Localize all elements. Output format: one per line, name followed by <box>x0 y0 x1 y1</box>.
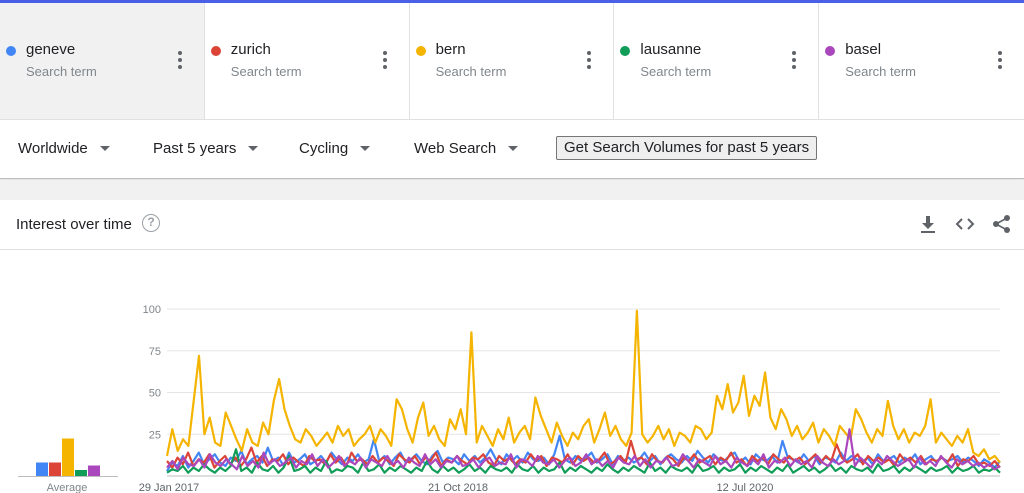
more-vert-icon[interactable] <box>587 51 592 69</box>
period-dropdown[interactable]: Past 5 years <box>153 140 259 157</box>
category-label: Cycling <box>299 140 349 157</box>
series-color-dot <box>210 46 221 56</box>
x-tick-label: 12 Jul 2020 <box>717 482 774 493</box>
period-label: Past 5 years <box>153 140 237 157</box>
more-vert-icon[interactable] <box>382 51 387 69</box>
term-subtitle: Search term <box>640 64 712 79</box>
get-search-volumes-button[interactable]: Get Search Volumes for past 5 years <box>556 136 818 160</box>
y-tick-label: 100 <box>143 304 161 316</box>
term-subtitle: Search term <box>26 64 97 79</box>
term-card-zurich[interactable]: zurich Search term <box>205 3 410 119</box>
filter-bar: Worldwide Past 5 years Cycling Web Searc… <box>0 119 1024 179</box>
help-icon[interactable]: ? <box>142 214 160 232</box>
dropdown-caret-icon <box>360 146 371 151</box>
term-name[interactable]: geneve <box>26 41 76 58</box>
y-tick-label: 25 <box>149 429 161 441</box>
region-label: Worldwide <box>18 140 88 157</box>
search-type-dropdown[interactable]: Web Search <box>414 140 519 157</box>
series-line-bern <box>165 309 1001 464</box>
download-icon[interactable] <box>919 214 937 239</box>
category-dropdown[interactable]: Cycling <box>299 140 371 157</box>
section-separator <box>0 180 1024 200</box>
share-icon[interactable] <box>992 214 1012 239</box>
more-vert-icon[interactable] <box>997 51 1002 69</box>
more-vert-icon[interactable] <box>792 51 797 69</box>
term-card-basel[interactable]: basel Search term <box>819 3 1024 119</box>
region-dropdown[interactable]: Worldwide <box>18 140 110 157</box>
term-card-bern[interactable]: bern Search term <box>410 3 615 119</box>
average-bar-zurich <box>49 462 61 476</box>
term-name[interactable]: basel <box>845 41 882 58</box>
series-line-basel <box>166 428 1001 471</box>
search-type-label: Web Search <box>414 140 497 157</box>
average-bar-bern <box>62 438 74 476</box>
term-subtitle: Search term <box>230 64 302 79</box>
term-name[interactable]: bern <box>435 41 466 58</box>
x-tick-label: 21 Oct 2018 <box>428 482 488 493</box>
series-color-dot <box>6 46 16 56</box>
dropdown-caret-icon <box>248 146 259 151</box>
series-color-dot <box>415 46 426 56</box>
term-card-lausanne[interactable]: lausanne Search term <box>614 3 820 119</box>
card-title: Interest over time <box>16 216 132 233</box>
y-tick-label: 50 <box>149 388 161 400</box>
average-bar-lausanne <box>75 470 87 476</box>
card-header: Interest over time ? <box>0 200 1024 250</box>
x-tick-label: 29 Jan 2017 <box>139 482 200 493</box>
term-card-geneve[interactable]: geneve Search term <box>0 3 205 119</box>
series-color-dot <box>620 46 631 56</box>
average-bar-geneve <box>36 462 48 476</box>
term-subtitle: Search term <box>845 64 916 79</box>
series-color-dot <box>825 46 836 56</box>
term-name[interactable]: lausanne <box>640 41 702 58</box>
more-vert-icon[interactable] <box>177 51 182 69</box>
dropdown-caret-icon <box>508 146 519 151</box>
average-bar-basel <box>88 465 100 476</box>
search-terms-bar: geneve Search term zurich Search term be… <box>0 3 1024 119</box>
series-line-lausanne <box>166 448 1001 474</box>
interest-chart: 25 50 75 100 29 Jan 2017 21 Oct 2018 12 Jul 20… <box>18 304 1001 493</box>
dropdown-caret-icon <box>99 146 110 151</box>
average-label: Average <box>47 482 88 493</box>
top-accent-line <box>0 0 1024 3</box>
embed-icon[interactable] <box>955 214 975 239</box>
term-subtitle: Search term <box>435 64 507 79</box>
y-tick-label: 75 <box>149 346 161 358</box>
term-name[interactable]: zurich <box>230 41 271 58</box>
interest-over-time-card: Interest over time ? 25 50 75 100 29 Jan 201… <box>0 200 1024 493</box>
